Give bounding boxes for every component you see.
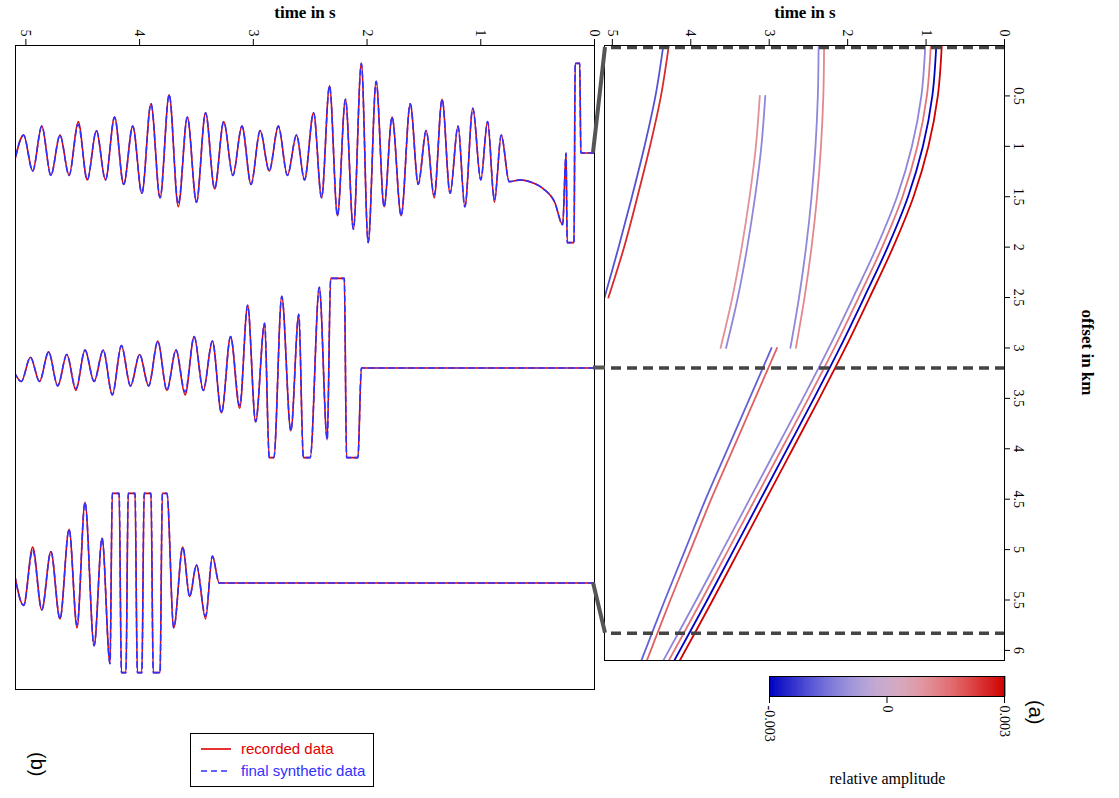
- html-text:time in s: time in s: [274, 3, 336, 22]
- svg-text:3: 3: [762, 30, 777, 37]
- svg-text:4: 4: [1011, 445, 1026, 452]
- html-text:final synthetic data: final synthetic data: [241, 762, 366, 779]
- svg-text:0: 0: [997, 30, 1012, 37]
- svg-text:2.5: 2.5: [1011, 289, 1026, 307]
- svg-text:1: 1: [919, 30, 934, 37]
- svg-text:3: 3: [246, 30, 261, 37]
- svg-text:0.003: 0.003: [997, 706, 1012, 738]
- svg-text:0: 0: [880, 706, 895, 713]
- svg-text:5: 5: [18, 30, 33, 37]
- svg-text:-0.003: -0.003: [762, 706, 777, 742]
- svg-text:3.5: 3.5: [1011, 390, 1026, 408]
- svg-text:4.5: 4.5: [1011, 490, 1026, 508]
- svg-text:5: 5: [1011, 546, 1026, 553]
- svg-text:4: 4: [683, 30, 698, 37]
- html-text:offset in km: offset in km: [1078, 309, 1097, 396]
- svg-text:3: 3: [1011, 344, 1026, 351]
- svg-text:4: 4: [132, 30, 147, 37]
- svg-text:0: 0: [587, 30, 602, 37]
- svg-text:2: 2: [840, 30, 855, 37]
- html-text:(b): (b): [27, 752, 49, 777]
- svg-text:1: 1: [473, 30, 488, 37]
- svg-text:5.5: 5.5: [1011, 591, 1026, 609]
- svg-text:1.5: 1.5: [1011, 188, 1026, 206]
- html-text:relative amplitude: relative amplitude: [829, 770, 946, 787]
- svg-text:5: 5: [605, 30, 620, 37]
- svg-text:0.5: 0.5: [1011, 87, 1026, 105]
- svg-text:2: 2: [1011, 244, 1026, 251]
- html-text:recorded data: recorded data: [241, 740, 334, 757]
- html-text:time in s: time in s: [774, 3, 836, 22]
- svg-text:2: 2: [360, 30, 375, 37]
- svg-text:6: 6: [1011, 647, 1026, 654]
- html-text:(a): (a): [1025, 700, 1047, 725]
- svg-text:1: 1: [1011, 143, 1026, 150]
